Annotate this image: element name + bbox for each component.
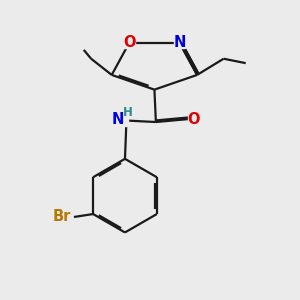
Text: H: H (123, 106, 133, 119)
Bar (112, 116, 128, 126)
Text: N: N (112, 112, 124, 127)
Text: O: O (123, 35, 136, 50)
Bar (188, 114, 199, 124)
Bar (174, 38, 185, 48)
Text: N: N (173, 35, 186, 50)
Text: Br: Br (52, 209, 71, 224)
Bar (53, 212, 68, 222)
Text: O: O (187, 112, 200, 127)
Bar (124, 38, 135, 48)
